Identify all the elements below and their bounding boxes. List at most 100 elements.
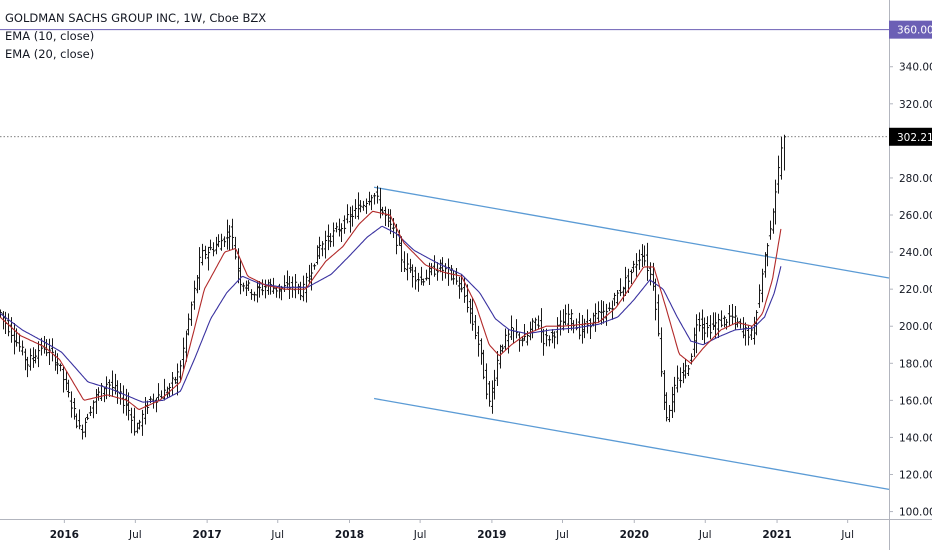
ohlc-bar (492, 369, 497, 400)
ohlc-bar (487, 380, 492, 407)
ohlc-bar (410, 264, 415, 288)
ohlc-bar (66, 379, 71, 398)
price-tick-label: 260.00 (899, 210, 932, 222)
ohlc-bar (506, 329, 511, 354)
ohlc-bar (765, 243, 770, 267)
time-tick-label: Jul (698, 529, 712, 541)
price-tick-label: 140.00 (899, 432, 932, 444)
ohlc-bar (700, 309, 705, 340)
ohlc-bar (342, 215, 347, 234)
ohlc-bar (124, 388, 129, 416)
ohlc-bar (208, 239, 213, 251)
ohlc-bar (348, 206, 353, 233)
ohlc-bar (307, 264, 312, 284)
ohlc-bar (353, 199, 358, 219)
ohlc-bar (383, 206, 388, 226)
ohlc-bar (361, 200, 366, 211)
ohlc-bar (500, 344, 505, 353)
ohlc-bar (203, 245, 208, 260)
time-tick-label: Jul (413, 529, 427, 541)
ohlc-bar (216, 234, 221, 248)
ohlc-bar (83, 417, 88, 438)
ohlc-bar (58, 363, 63, 372)
ohlc-bar (399, 236, 404, 273)
ohlc-bar (517, 331, 522, 352)
ohlc-bar (550, 329, 555, 344)
last-price-tag (889, 127, 932, 146)
ohlc-bar (225, 219, 230, 250)
ohlc-bar (263, 279, 268, 299)
ohlc-bar (126, 392, 131, 421)
ohlc-bar (339, 223, 344, 242)
ohlc-bar (211, 242, 216, 257)
ohlc-bar (156, 383, 161, 401)
ohlc-bar (530, 318, 535, 339)
ohlc-bar (219, 233, 224, 251)
ohlc-bar (768, 220, 773, 240)
ohlc-bar (503, 328, 508, 351)
ohlc-bar (522, 323, 527, 341)
ohlc-bar (184, 330, 189, 362)
ohlc-bar (662, 370, 667, 410)
price-tick-label: 200.00 (899, 321, 932, 333)
ohlc-bar (206, 246, 211, 271)
ohlc-bar (192, 280, 197, 310)
ohlc-bar (77, 409, 82, 430)
ohlc-bar (438, 259, 443, 273)
legend-ema10[interactable]: EMA (10, close) (5, 29, 95, 43)
ohlc-bar (484, 363, 489, 400)
ohlc-bar (585, 309, 590, 334)
ohlc-bar (495, 350, 500, 387)
ohlc-bar (552, 331, 557, 349)
ohlc-bar (490, 380, 495, 414)
ohlc-bar (28, 348, 33, 371)
legend-ema20[interactable]: EMA (20, close) (5, 47, 95, 61)
ohlc-bar (323, 230, 328, 259)
ohlc-bar (186, 313, 191, 336)
ohlc-bar (754, 310, 759, 336)
ohlc-bar (569, 309, 574, 331)
ohlc-bar (135, 422, 140, 434)
alert-price-tag-label: 360.00 (897, 25, 932, 37)
time-tick-label: 2017 (193, 529, 222, 541)
ohlc-bar (577, 312, 582, 340)
price-tick-label: 340.00 (899, 62, 932, 74)
ohlc-bar (102, 386, 107, 403)
time-tick-label: Jul (270, 529, 284, 541)
ohlc-bar (252, 291, 257, 302)
time-tick-label: 2019 (477, 529, 506, 541)
ohlc-bar (69, 391, 74, 418)
price-tick-label: 240.00 (899, 247, 932, 259)
trend-channel (373, 186, 890, 490)
ohlc-bar (380, 206, 385, 216)
ohlc-bar (244, 280, 249, 296)
ohlc-bar (599, 300, 604, 325)
ohlc-bar (596, 301, 601, 324)
ohlc-bar (593, 303, 598, 332)
channel-upper-line (373, 186, 890, 279)
ohlc-bar (85, 413, 90, 421)
ohlc-bar (317, 236, 322, 260)
ohlc-bar (727, 305, 732, 327)
ohlc-bar (621, 286, 626, 302)
ohlc-bar (563, 304, 568, 326)
ohlc-bar (274, 286, 279, 298)
legend-symbol-title[interactable]: GOLDMAN SACHS GROUP INC, 1W, Cboe BZX (5, 11, 267, 25)
ohlc-bar (315, 245, 320, 265)
ohlc-bar (763, 252, 768, 278)
ohlc-bar (435, 262, 440, 281)
ohlc-bar (416, 272, 421, 292)
ohlc-bar (356, 192, 361, 220)
ohlc-bar (312, 263, 317, 270)
time-tick-label: 2020 (620, 529, 649, 541)
ohlc-bar (47, 338, 52, 366)
ohlc-bar (96, 387, 101, 401)
ohlc-bar (642, 245, 647, 266)
ohlc-bar (175, 363, 180, 396)
ohlc-bar (618, 278, 623, 297)
ohlc-bar (17, 333, 22, 352)
ohlc-bar (408, 258, 413, 273)
price-tick-label: 320.00 (899, 99, 932, 111)
ohlc-bar (730, 303, 735, 325)
